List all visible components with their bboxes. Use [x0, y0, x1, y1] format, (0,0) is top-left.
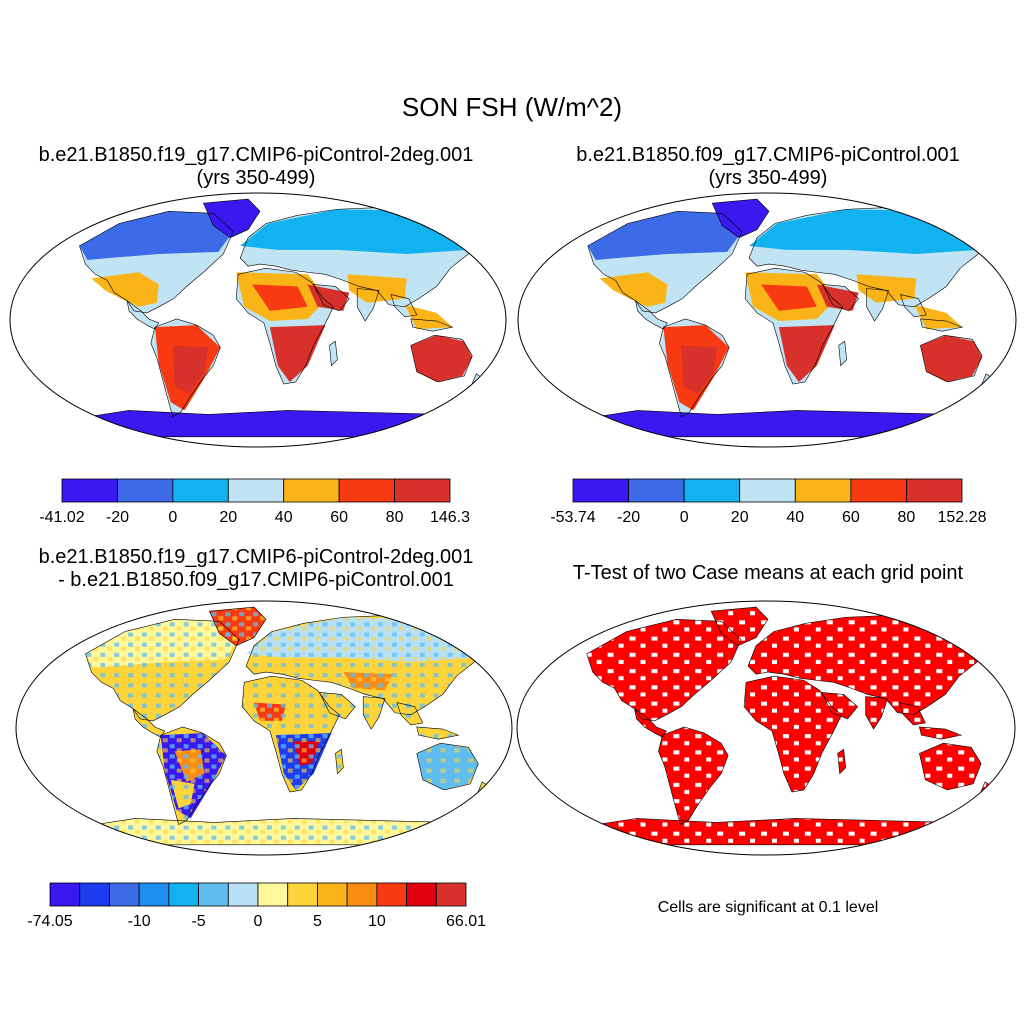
panel-1-map-border: [9, 192, 507, 448]
panel-4-title-line1: T-Test of two Case means at each grid po…: [572, 562, 964, 584]
colorbar-swatch: [572, 478, 629, 503]
colorbar-swatch: [394, 478, 451, 503]
colorbar-swatch: [287, 882, 318, 907]
panel-4-note: Cells are significant at 0.1 level: [657, 899, 879, 916]
colorbar-swatch: [739, 478, 796, 503]
colorbar-swatch: [628, 478, 685, 503]
colorbar-swatch: [338, 478, 395, 503]
colorbar-tick-label: 152.28: [937, 509, 987, 526]
colorbar-swatch: [61, 478, 118, 503]
colorbar-tick-label: -20: [105, 509, 129, 526]
panel-2-title-line1: b.e21.B1850.f09_g17.CMIP6-piControl.001: [576, 144, 960, 166]
colorbar-swatch: [683, 478, 741, 503]
colorbar-tick-label: -53.74: [550, 509, 596, 526]
panel-1-title-line1: b.e21.B1850.f19_g17.CMIP6-piControl-2deg…: [38, 144, 474, 166]
colorbar-swatch: [406, 882, 437, 907]
colorbar-swatch: [794, 478, 852, 503]
panel-3-title: b.e21.B1850.f19_g17.CMIP6-piControl-2deg…: [0, 546, 512, 592]
colorbar-swatch: [109, 882, 140, 907]
colorbar-swatch: [79, 882, 110, 907]
colorbar-swatch: [435, 882, 467, 907]
colorbar-tick-label: 66.01: [445, 913, 487, 930]
colorbar-swatch: [227, 882, 259, 907]
colorbar-tick-label: 40: [786, 509, 805, 526]
panel-1-map: [9, 192, 507, 448]
colorbar-swatch: [376, 882, 407, 907]
colorbar-tick-label: 0: [253, 913, 263, 930]
panel-3-colorbar: [49, 882, 467, 907]
colorbar-tick-label: -41.02: [39, 509, 85, 526]
panel-3-map-border: [15, 600, 513, 856]
panel-1-title-line2: (yrs 350-499): [196, 167, 316, 189]
panel-2-map-border: [517, 192, 1017, 448]
panel-3-map: [15, 600, 513, 856]
colorbar-swatch: [227, 478, 285, 503]
colorbar-tick-label: 10: [367, 913, 386, 930]
colorbar-swatch: [906, 478, 963, 503]
colorbar-tick-label: -10: [127, 913, 151, 930]
colorbar-swatch: [49, 882, 81, 907]
colorbar-tick-label: 146.3: [429, 509, 471, 526]
panel-4-map: [516, 600, 1016, 856]
colorbar-swatch: [138, 882, 170, 907]
panel-4-title: T-Test of two Case means at each grid po…: [512, 562, 1024, 585]
figure-title: SON FSH (W/m^2): [401, 92, 623, 122]
colorbar-swatch: [346, 882, 378, 907]
colorbar-swatch: [168, 882, 199, 907]
colorbar-tick-label: 0: [679, 509, 689, 526]
panel-3-title-line1: b.e21.B1850.f19_g17.CMIP6-piControl-2deg…: [38, 546, 474, 568]
panel-2-colorbar: [572, 478, 963, 503]
colorbar-tick-label: 60: [330, 509, 349, 526]
colorbar-tick-label: 60: [841, 509, 860, 526]
colorbar-swatch: [317, 882, 348, 907]
panel-2-map: [517, 192, 1017, 448]
colorbar-tick-label: -5: [191, 913, 206, 930]
panel-3-title-line2: - b.e21.B1850.f09_g17.CMIP6-piControl.00…: [58, 569, 454, 591]
panel-2-title: b.e21.B1850.f09_g17.CMIP6-piControl.001 …: [512, 144, 1024, 190]
colorbar-swatch: [172, 478, 229, 503]
colorbar-swatch: [117, 478, 174, 503]
panel-1-title: b.e21.B1850.f19_g17.CMIP6-piControl-2deg…: [0, 144, 512, 190]
colorbar-swatch: [198, 882, 229, 907]
panel-2-title-line2: (yrs 350-499): [708, 167, 828, 189]
colorbar-tick-label: 80: [385, 509, 404, 526]
colorbar-swatch: [283, 478, 340, 503]
panel-4-map-border: [516, 600, 1016, 856]
colorbar-swatch: [850, 478, 907, 503]
colorbar-tick-label: 80: [897, 509, 916, 526]
colorbar-tick-label: -74.05: [27, 913, 73, 930]
colorbar-tick-label: 0: [168, 509, 178, 526]
panel-1-colorbar: [61, 478, 451, 503]
colorbar-tick-label: 5: [312, 913, 322, 930]
colorbar-tick-label: 20: [730, 509, 749, 526]
colorbar-tick-label: -20: [617, 509, 641, 526]
colorbar-tick-label: 40: [274, 509, 293, 526]
colorbar-tick-label: 20: [219, 509, 238, 526]
colorbar-swatch: [257, 882, 289, 907]
